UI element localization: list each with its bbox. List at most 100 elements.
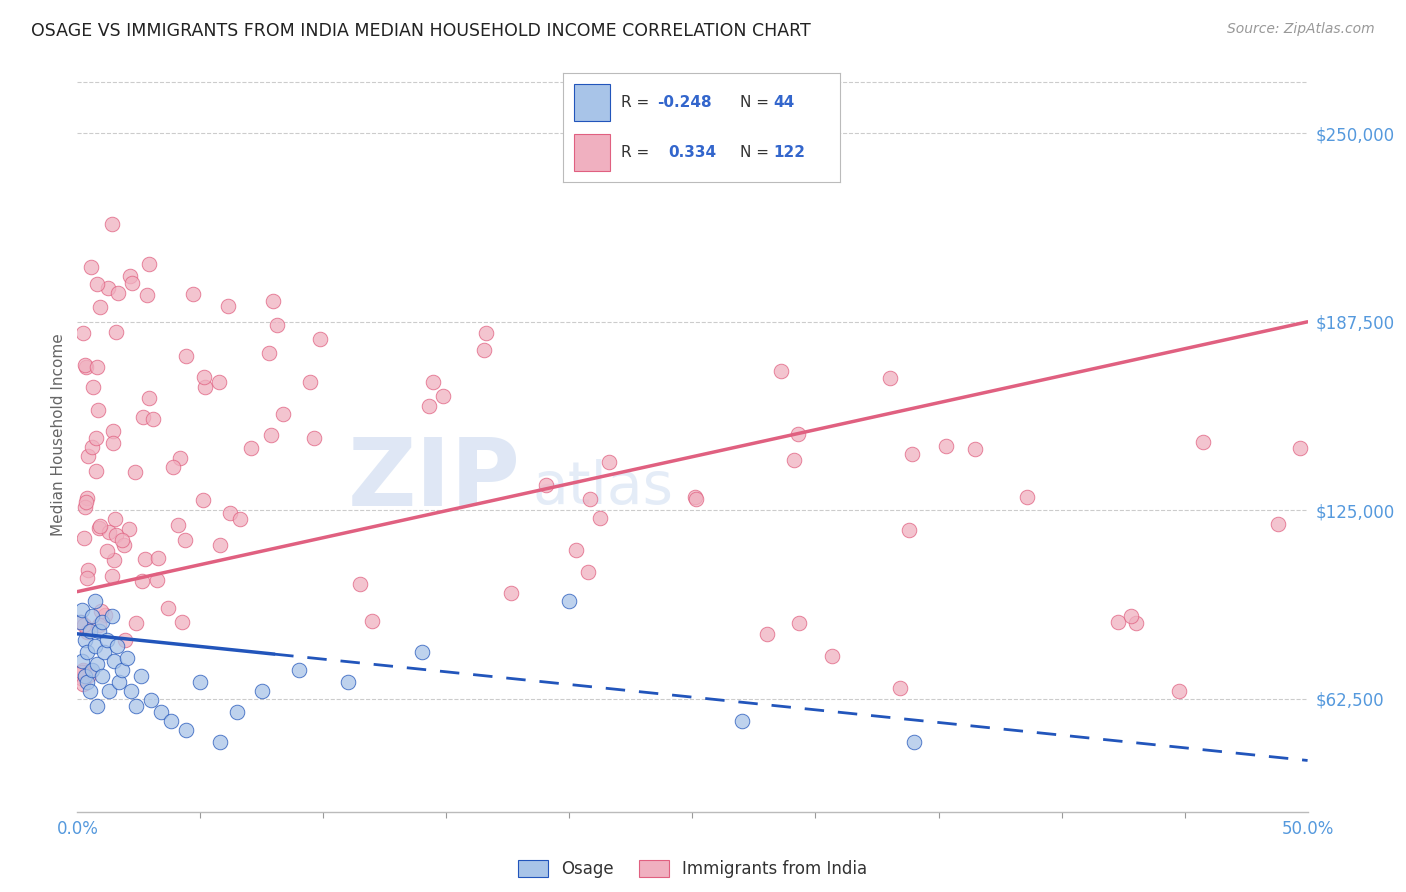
- Point: [76, 625, 98, 640]
- Point: [935, 439, 957, 453]
- Point: [337, 675, 360, 690]
- Point: [181, 287, 204, 301]
- Point: [217, 299, 239, 313]
- Point: [76, 645, 98, 659]
- Point: [70, 665, 93, 679]
- Point: [89, 300, 111, 314]
- Point: [963, 442, 986, 456]
- Text: atlas: atlas: [533, 459, 673, 516]
- Point: [69, 671, 91, 685]
- Point: [107, 286, 129, 301]
- Point: [589, 510, 612, 524]
- Point: [86, 657, 108, 671]
- Point: [73, 632, 96, 647]
- Point: [1289, 441, 1312, 455]
- Point: [77, 449, 100, 463]
- Point: [879, 371, 901, 385]
- Point: [903, 735, 925, 749]
- Point: [73, 669, 96, 683]
- Point: [121, 684, 143, 698]
- Point: [783, 453, 806, 467]
- Point: [176, 350, 198, 364]
- Point: [70, 654, 93, 668]
- Point: [125, 699, 148, 714]
- Point: [271, 407, 294, 421]
- Point: [76, 491, 98, 506]
- Point: [288, 663, 311, 677]
- Point: [191, 492, 214, 507]
- Point: [70, 615, 93, 629]
- Point: [90, 603, 112, 617]
- Point: [299, 376, 322, 390]
- Point: [142, 412, 165, 426]
- Point: [188, 675, 212, 690]
- Text: Source: ZipAtlas.com: Source: ZipAtlas.com: [1227, 22, 1375, 37]
- Point: [87, 521, 110, 535]
- Point: [1167, 683, 1189, 698]
- Point: [73, 531, 96, 545]
- Point: [208, 375, 231, 389]
- Legend: Osage, Immigrants from India: Osage, Immigrants from India: [509, 852, 876, 887]
- Point: [82, 608, 104, 623]
- Point: [105, 527, 128, 541]
- Point: [897, 523, 920, 537]
- Point: [84, 464, 107, 478]
- Point: [208, 538, 231, 552]
- Point: [901, 447, 924, 461]
- Point: [105, 639, 128, 653]
- Point: [1107, 615, 1129, 629]
- Point: [250, 684, 273, 698]
- Point: [101, 436, 124, 450]
- Point: [266, 318, 288, 332]
- Point: [598, 455, 620, 469]
- Point: [226, 705, 249, 719]
- Point: [132, 410, 155, 425]
- Point: [82, 380, 104, 394]
- Point: [349, 576, 371, 591]
- Text: ZIP: ZIP: [347, 434, 520, 526]
- Point: [889, 681, 911, 696]
- Point: [70, 603, 93, 617]
- Point: [94, 608, 117, 623]
- Point: [157, 601, 180, 615]
- Point: [75, 359, 97, 374]
- Point: [432, 389, 454, 403]
- Point: [86, 359, 108, 374]
- Point: [262, 293, 284, 308]
- Point: [138, 257, 160, 271]
- Point: [162, 460, 184, 475]
- Point: [129, 669, 153, 683]
- Point: [86, 699, 108, 714]
- Point: [821, 649, 844, 664]
- Point: [160, 714, 183, 729]
- Point: [75, 495, 97, 509]
- Point: [103, 654, 125, 668]
- Point: [76, 563, 98, 577]
- Point: [240, 442, 263, 456]
- Point: [80, 260, 103, 274]
- Point: [228, 512, 250, 526]
- Point: [411, 645, 433, 659]
- Point: [1125, 615, 1147, 630]
- Point: [100, 218, 122, 232]
- Y-axis label: Median Household Income: Median Household Income: [51, 334, 66, 536]
- Point: [172, 615, 194, 629]
- Point: [1015, 490, 1038, 504]
- Point: [787, 616, 810, 631]
- Point: [138, 391, 160, 405]
- Point: [579, 492, 602, 507]
- Point: [150, 705, 173, 719]
- Point: [101, 569, 124, 583]
- Point: [82, 663, 104, 677]
- Point: [558, 593, 581, 607]
- Point: [72, 326, 94, 340]
- Point: [111, 663, 132, 677]
- Point: [166, 518, 188, 533]
- Point: [76, 675, 98, 690]
- Point: [118, 268, 141, 283]
- Point: [98, 684, 121, 698]
- Point: [115, 651, 138, 665]
- Point: [121, 277, 143, 291]
- Point: [131, 574, 153, 588]
- Point: [101, 608, 124, 623]
